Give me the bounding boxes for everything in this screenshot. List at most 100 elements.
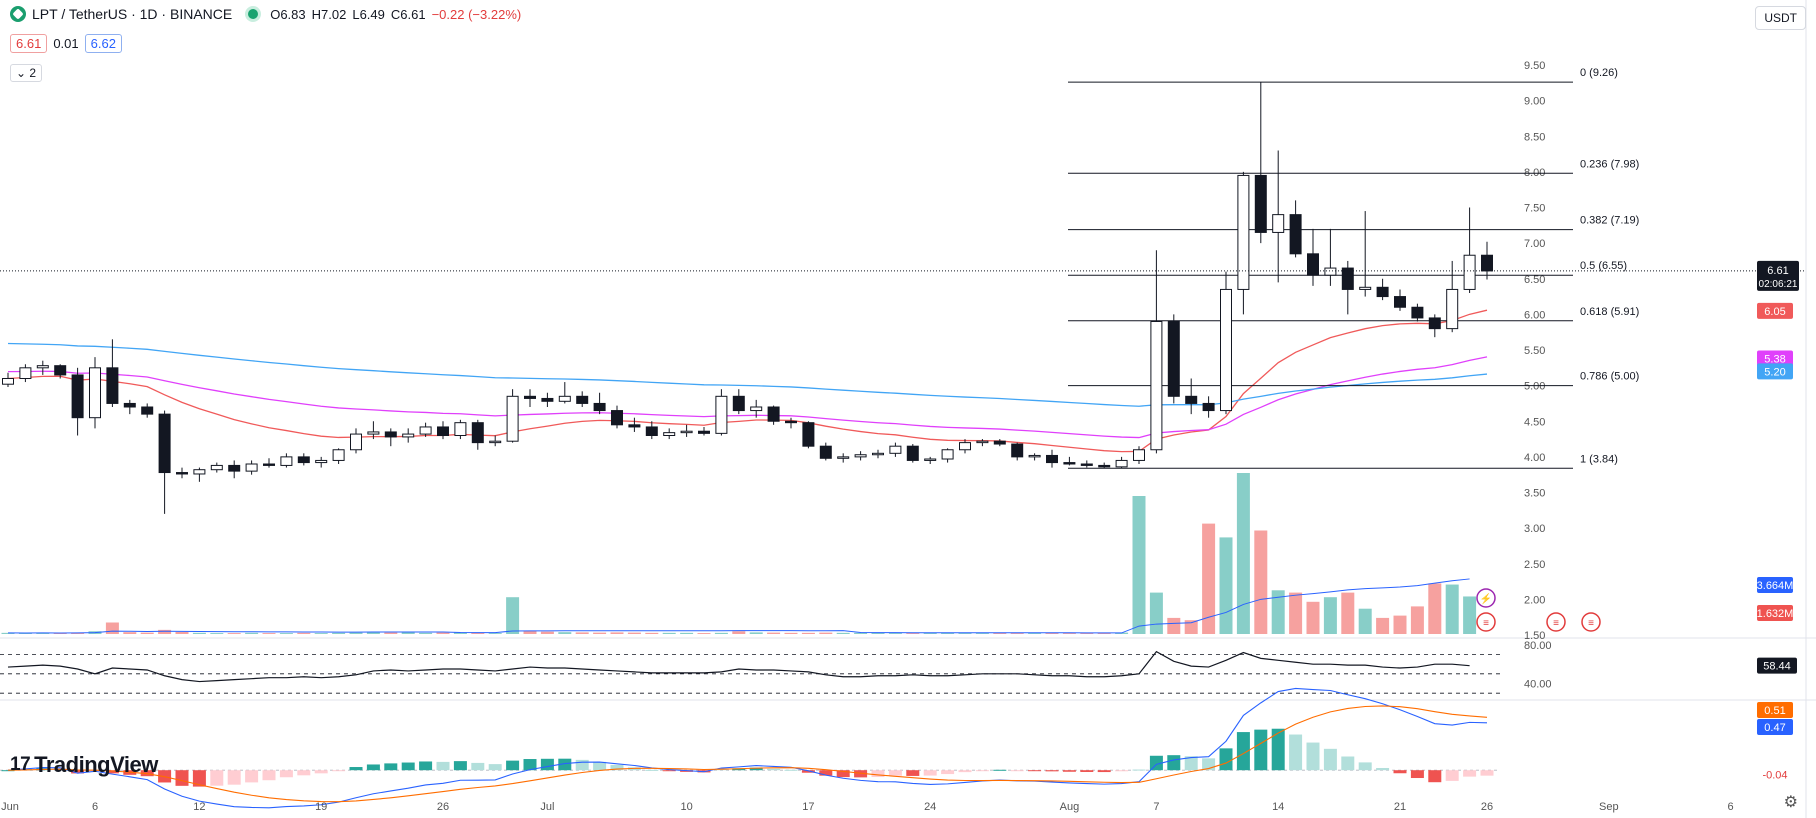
macd-histogram-bar [297,770,311,776]
volume-bar [419,632,433,634]
volume-bar [1167,617,1181,634]
volume-bar [749,632,763,634]
macd-histogram-bar [1132,769,1146,771]
candle-body [489,440,502,444]
volume-bar [1254,530,1268,634]
candle-body [1011,443,1024,458]
sell-price-button[interactable]: 6.61 [10,34,48,53]
fib-level-label: 0 (9.26) [1580,67,1618,79]
volume-bar [384,632,398,634]
volume-bar [819,632,833,634]
macd-value-badge: 0.47 [1764,722,1785,734]
macd-histogram-bar [506,760,520,771]
macd-histogram-bar [419,761,433,771]
price-axis-label: 7.50 [1524,203,1545,215]
candle-body [1307,253,1319,276]
macd-histogram-bar [610,764,624,771]
macd-histogram-bar [332,770,346,772]
volume-bar [523,630,537,634]
macd-histogram-badge-bg [1757,766,1793,783]
candle-body [628,424,641,428]
ema_mid-line [7,356,1488,439]
volume-bar [1045,632,1059,634]
fib-level-label: 0.618 (5.91) [1580,306,1639,318]
volume-bar [1028,633,1042,634]
us-flag-icon [1546,612,1566,632]
us-flag-icon-glyph: ≡ [1483,618,1489,629]
macd-histogram-bar [488,764,502,771]
spread-value: 0.01 [53,36,79,51]
indicators-toggle-button[interactable]: ⌄ 2 [10,64,43,82]
candle-body [297,456,310,464]
chart-legend: LPT / TetherUS · 1D · BINANCE O6.83 H7.0… [10,6,521,22]
time-axis-label: 6 [1728,801,1734,813]
tradingview-logo[interactable]: 17 TradingView [10,752,158,778]
price-axis-label: 4.50 [1524,416,1545,428]
candle-body [350,433,362,451]
candle-body [1150,321,1163,451]
macd-histogram-bar [784,769,798,771]
last-price-badge-bg [1757,260,1799,291]
volume-bar [349,632,363,634]
time-axis-label: 14 [1272,801,1284,813]
fib-level-label: 1 (3.84) [1580,453,1618,465]
last-price-badge: 6.61 [1767,265,1788,277]
volume-bar [1062,633,1076,634]
candle-body [593,402,606,412]
symbol-title[interactable]: LPT / TetherUS · 1D · BINANCE [32,6,233,22]
volume-bar [366,632,380,634]
candle-body [2,378,14,385]
macd-histogram-bar [801,770,815,773]
settings-gear-icon[interactable]: ⚙ [1783,794,1798,811]
earnings-lightning-icon-glyph: ⚡ [1480,592,1492,605]
macd-signal-badge-bg [1757,702,1793,718]
buy-price-button[interactable]: 6.62 [84,34,122,53]
candle-body [785,420,797,424]
ema_fast-line [7,309,1488,453]
volume-bar [1393,615,1407,634]
macd-histogram-bar [593,761,607,771]
macd-histogram-bar [1410,770,1424,779]
currency-selector[interactable]: USDT [1755,6,1806,30]
candle-body [1046,454,1058,464]
volume-bar [1080,633,1094,634]
volume-bar [871,632,885,634]
candle-body [437,426,449,437]
volume-bar [1097,632,1111,634]
macd-histogram-bar [436,761,450,771]
time-axis-label: Sep [1599,801,1619,813]
ema-mid-badge: 5.38 [1764,354,1785,366]
volume-bar [958,633,972,634]
volume-bar [1202,523,1216,634]
volume-bar [1376,617,1390,634]
rsi-line [7,650,1470,683]
macd-histogram-bar [1289,734,1303,771]
volume-bar [714,632,728,634]
volume-bar [140,632,154,634]
volume-bar [471,632,485,634]
macd-histogram-bar [210,770,224,786]
time-axis-label: 24 [924,801,936,813]
ohlc-change: −0.22 (−3.22%) [431,6,522,22]
macd-histogram-badge: -0.04 [1762,770,1787,782]
candle-body [1481,254,1493,272]
candle-body [454,422,467,436]
candle-body [750,406,763,412]
volume-bar [105,622,119,634]
ema_slow-line [7,342,1488,407]
candle-body [245,463,258,472]
time-axis-label: Jul [540,801,554,813]
macd-histogram-bar [923,770,937,776]
rsi-badge: 58.44 [1763,661,1791,673]
candle-body [176,472,188,475]
candle-body [367,431,380,435]
volume-bar [1132,496,1146,634]
volume-bar [1289,592,1303,634]
volume-bar [1236,473,1250,634]
candle-body [141,406,154,415]
volume-bar [680,632,694,634]
candle-body [1098,464,1111,468]
time-axis-label: 12 [193,801,205,813]
candle-body [1411,306,1424,319]
